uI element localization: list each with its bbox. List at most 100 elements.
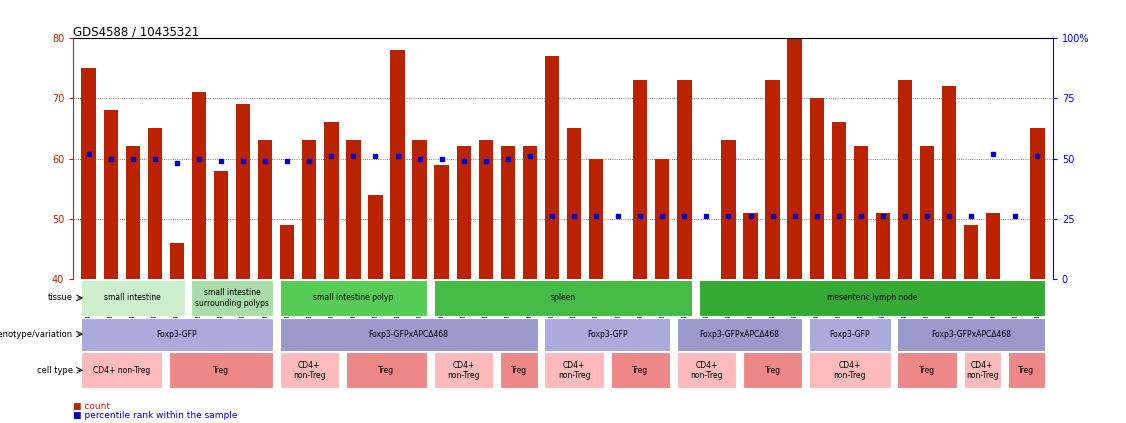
Text: tissue: tissue [47, 294, 73, 302]
Text: CD4+
non-Treg: CD4+ non-Treg [966, 360, 999, 380]
Bar [169, 352, 272, 388]
Text: ■ percentile rank within the sample: ■ percentile rank within the sample [73, 411, 238, 420]
Text: Treg: Treg [378, 366, 394, 375]
Text: Foxp3-GFP: Foxp3-GFP [830, 330, 870, 338]
Bar [280, 225, 294, 279]
Bar [412, 140, 427, 279]
Bar [434, 352, 493, 388]
Bar [104, 110, 118, 279]
Bar [589, 159, 604, 279]
Text: CD4+
non-Treg: CD4+ non-Treg [690, 360, 723, 380]
Bar [920, 146, 935, 279]
Bar [258, 140, 272, 279]
Bar [677, 80, 691, 279]
Bar [479, 140, 493, 279]
Text: ■ count: ■ count [73, 402, 110, 411]
Bar [236, 104, 250, 279]
Bar [545, 56, 560, 279]
Bar [677, 352, 736, 388]
Text: Foxp3-GFPxAPCΔ468: Foxp3-GFPxAPCΔ468 [931, 330, 1011, 338]
Bar [876, 213, 890, 279]
Bar [324, 122, 339, 279]
Bar [897, 318, 1045, 351]
Bar [302, 140, 316, 279]
Bar [854, 146, 868, 279]
Bar [346, 140, 360, 279]
Bar [897, 352, 957, 388]
Bar [699, 279, 714, 375]
Bar [743, 213, 758, 279]
Text: Foxp3-GFPxAPCΔ468: Foxp3-GFPxAPCΔ468 [699, 330, 779, 338]
Bar [544, 318, 670, 351]
Bar [191, 280, 272, 316]
Bar [148, 129, 162, 279]
Text: CD4+
non-Treg: CD4+ non-Treg [447, 360, 480, 380]
Bar [279, 352, 339, 388]
Bar [81, 68, 96, 279]
Bar [699, 280, 1045, 316]
Bar [611, 279, 625, 297]
Text: small intestine: small intestine [105, 294, 161, 302]
Bar [544, 352, 604, 388]
Bar [368, 195, 383, 279]
Bar [964, 225, 978, 279]
Text: CD4+
non-Treg: CD4+ non-Treg [557, 360, 590, 380]
Text: CD4+ non-Treg: CD4+ non-Treg [93, 366, 151, 375]
Text: cell type: cell type [37, 366, 73, 375]
Bar [522, 146, 537, 279]
Bar [810, 98, 824, 279]
Bar [81, 280, 185, 316]
Bar [610, 352, 670, 388]
Text: Foxp3-GFP: Foxp3-GFP [587, 330, 627, 338]
Text: CD4+
non-Treg: CD4+ non-Treg [293, 360, 325, 380]
Bar [1008, 352, 1045, 388]
Bar [766, 80, 780, 279]
Bar [191, 92, 206, 279]
Text: Treg: Treg [213, 366, 229, 375]
Bar [832, 122, 846, 279]
Bar [391, 50, 404, 279]
Bar [500, 352, 537, 388]
Bar [787, 38, 802, 279]
Bar [434, 280, 692, 316]
Bar [986, 213, 1000, 279]
Text: small intestine
surrounding polyps: small intestine surrounding polyps [195, 288, 269, 308]
Bar [810, 352, 891, 388]
Bar [743, 352, 803, 388]
Text: CD4+
non-Treg: CD4+ non-Treg [833, 360, 866, 380]
Bar [456, 146, 471, 279]
Bar [810, 318, 891, 351]
Bar [1030, 129, 1045, 279]
Text: mesenteric lymph node: mesenteric lymph node [826, 294, 918, 302]
Text: Treg: Treg [1018, 366, 1035, 375]
Bar [501, 146, 515, 279]
Text: Treg: Treg [632, 366, 649, 375]
Text: Treg: Treg [765, 366, 780, 375]
Text: Treg: Treg [511, 366, 527, 375]
Bar [81, 318, 272, 351]
Bar [722, 140, 735, 279]
Bar [633, 80, 647, 279]
Bar [81, 352, 162, 388]
Text: GDS4588 / 10435321: GDS4588 / 10435321 [73, 25, 199, 38]
Text: Foxp3-GFP: Foxp3-GFP [157, 330, 197, 338]
Bar [346, 352, 427, 388]
Bar [279, 280, 427, 316]
Bar [942, 86, 956, 279]
Bar [279, 318, 537, 351]
Bar [566, 129, 581, 279]
Text: Foxp3-GFPxAPCΔ468: Foxp3-GFPxAPCΔ468 [368, 330, 448, 338]
Bar [655, 159, 670, 279]
Text: Treg: Treg [919, 366, 935, 375]
Text: genotype/variation: genotype/variation [0, 330, 73, 338]
Bar [435, 165, 449, 279]
Bar [214, 170, 229, 279]
Bar [126, 146, 140, 279]
Bar [170, 243, 184, 279]
Bar [1008, 279, 1022, 297]
Bar [964, 352, 1001, 388]
Bar [677, 318, 803, 351]
Bar [897, 80, 912, 279]
Text: small intestine polyp: small intestine polyp [313, 294, 393, 302]
Text: spleen: spleen [551, 294, 575, 302]
